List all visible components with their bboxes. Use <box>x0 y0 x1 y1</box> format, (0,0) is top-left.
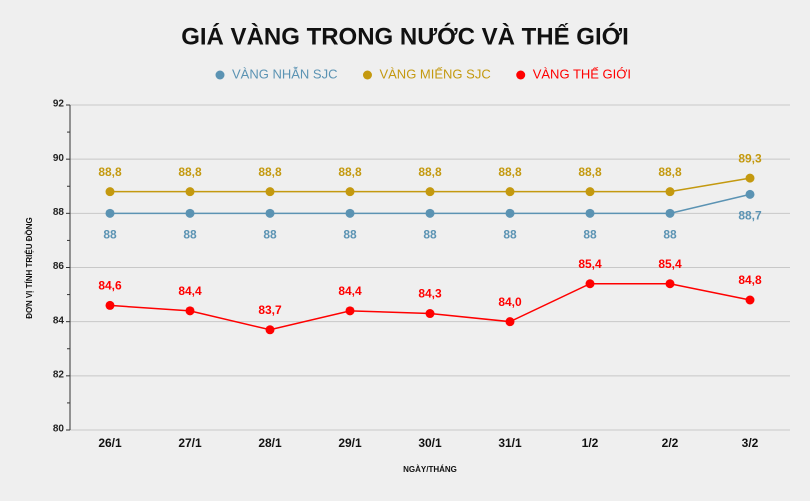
legend-label: VÀNG NHẪN SJC <box>232 66 337 81</box>
value-label: 88 <box>423 228 437 242</box>
value-label: 88 <box>663 228 677 242</box>
point <box>345 208 355 218</box>
x-tick-label: 28/1 <box>258 436 282 450</box>
value-label: 88,8 <box>418 165 442 179</box>
value-label: 88,8 <box>178 165 202 179</box>
x-tick-label: 27/1 <box>178 436 202 450</box>
legend-marker <box>362 70 372 80</box>
y-tick-label: 88 <box>53 207 65 218</box>
value-label: 84,0 <box>498 295 522 309</box>
value-label: 84,4 <box>178 284 202 298</box>
x-tick-label: 2/2 <box>662 436 679 450</box>
value-label: 88,8 <box>258 165 282 179</box>
point <box>185 208 195 218</box>
point <box>265 187 275 197</box>
value-label: 88,8 <box>498 165 522 179</box>
point <box>345 306 355 316</box>
x-axis-label: NGÀY/THÁNG <box>403 465 457 474</box>
value-label: 88 <box>343 228 357 242</box>
value-label: 84,8 <box>738 273 762 287</box>
point <box>185 306 195 316</box>
point <box>505 187 515 197</box>
value-label: 84,6 <box>98 279 122 293</box>
x-tick-label: 30/1 <box>418 436 442 450</box>
point <box>425 309 435 319</box>
point <box>425 208 435 218</box>
point <box>745 295 755 305</box>
value-label: 88 <box>183 228 197 242</box>
value-label: 88 <box>263 228 277 242</box>
point <box>425 187 435 197</box>
legend-label: VÀNG MIẾNG SJC <box>379 66 490 81</box>
value-label: 83,7 <box>258 303 282 317</box>
value-label: 88,8 <box>98 165 122 179</box>
x-tick-label: 31/1 <box>498 436 522 450</box>
x-tick-label: 1/2 <box>582 436 599 450</box>
point <box>665 279 675 289</box>
value-label: 88 <box>503 228 517 242</box>
point <box>105 187 115 197</box>
point <box>185 187 195 197</box>
point <box>665 208 675 218</box>
point <box>585 279 595 289</box>
point <box>345 187 355 197</box>
value-label: 88 <box>103 228 117 242</box>
point <box>505 317 515 327</box>
value-label: 84,4 <box>338 284 362 298</box>
point <box>105 300 115 310</box>
point <box>265 208 275 218</box>
y-tick-label: 80 <box>53 424 65 435</box>
value-label: 88,7 <box>738 209 762 223</box>
legend-marker <box>516 70 526 80</box>
value-label: 88 <box>583 228 597 242</box>
point <box>265 325 275 335</box>
y-tick-label: 90 <box>53 153 65 164</box>
chart-title: GIÁ VÀNG TRONG NƯỚC VÀ THẾ GIỚI <box>181 22 629 50</box>
legend-label: VÀNG THẾ GIỚI <box>533 66 631 81</box>
value-label: 88,8 <box>578 165 602 179</box>
point <box>745 173 755 183</box>
x-tick-label: 26/1 <box>98 436 122 450</box>
point <box>105 208 115 218</box>
y-tick-label: 92 <box>53 99 65 110</box>
value-label: 85,4 <box>578 257 602 271</box>
point <box>745 189 755 199</box>
value-label: 88,8 <box>658 165 682 179</box>
value-label: 88,8 <box>338 165 362 179</box>
y-tick-label: 86 <box>53 261 65 272</box>
value-label: 89,3 <box>738 151 762 165</box>
point <box>585 208 595 218</box>
x-tick-label: 29/1 <box>338 436 362 450</box>
y-axis-label: ĐƠN VỊ TÍNH TRIỆU ĐỒNG <box>24 217 34 319</box>
value-label: 84,3 <box>418 287 442 301</box>
y-tick-label: 82 <box>53 369 65 380</box>
x-tick-label: 3/2 <box>742 436 759 450</box>
y-tick-label: 84 <box>53 315 65 326</box>
point <box>665 187 675 197</box>
value-label: 85,4 <box>658 257 682 271</box>
point <box>505 208 515 218</box>
legend-marker <box>215 70 225 80</box>
point <box>585 187 595 197</box>
